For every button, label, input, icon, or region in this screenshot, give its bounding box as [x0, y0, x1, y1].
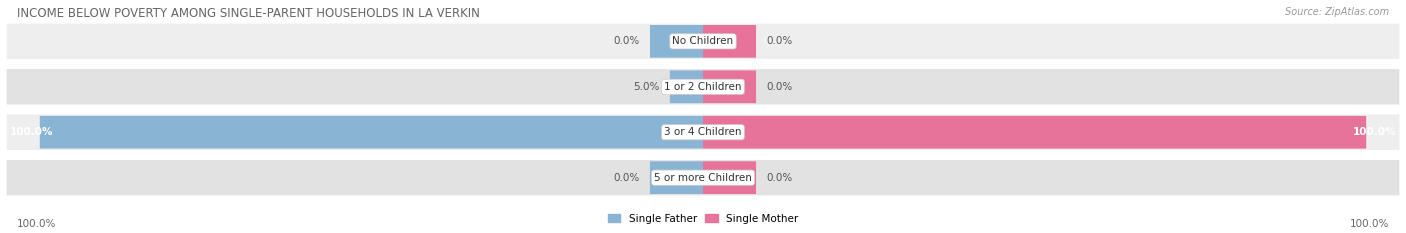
Text: No Children: No Children — [672, 36, 734, 46]
Legend: Single Father, Single Mother: Single Father, Single Mother — [603, 209, 803, 228]
Text: 100.0%: 100.0% — [1353, 127, 1396, 137]
Text: 0.0%: 0.0% — [766, 173, 792, 183]
FancyBboxPatch shape — [650, 25, 703, 58]
FancyBboxPatch shape — [39, 116, 703, 149]
Text: Source: ZipAtlas.com: Source: ZipAtlas.com — [1285, 7, 1389, 17]
Text: 0.0%: 0.0% — [766, 82, 792, 92]
Text: 3 or 4 Children: 3 or 4 Children — [664, 127, 742, 137]
FancyBboxPatch shape — [703, 25, 756, 58]
Text: 100.0%: 100.0% — [17, 219, 56, 229]
Text: 1 or 2 Children: 1 or 2 Children — [664, 82, 742, 92]
FancyBboxPatch shape — [650, 161, 703, 194]
Text: 100.0%: 100.0% — [10, 127, 53, 137]
Text: 100.0%: 100.0% — [1350, 219, 1389, 229]
FancyBboxPatch shape — [7, 160, 1399, 195]
FancyBboxPatch shape — [703, 70, 756, 103]
Text: 0.0%: 0.0% — [766, 36, 792, 46]
FancyBboxPatch shape — [7, 114, 1399, 150]
FancyBboxPatch shape — [703, 161, 756, 194]
FancyBboxPatch shape — [7, 24, 1399, 59]
FancyBboxPatch shape — [669, 70, 703, 103]
FancyBboxPatch shape — [7, 69, 1399, 105]
Text: 0.0%: 0.0% — [614, 36, 640, 46]
Text: 5 or more Children: 5 or more Children — [654, 173, 752, 183]
Text: 5.0%: 5.0% — [634, 82, 659, 92]
FancyBboxPatch shape — [703, 116, 1367, 149]
Text: INCOME BELOW POVERTY AMONG SINGLE-PARENT HOUSEHOLDS IN LA VERKIN: INCOME BELOW POVERTY AMONG SINGLE-PARENT… — [17, 7, 479, 20]
Text: 0.0%: 0.0% — [614, 173, 640, 183]
